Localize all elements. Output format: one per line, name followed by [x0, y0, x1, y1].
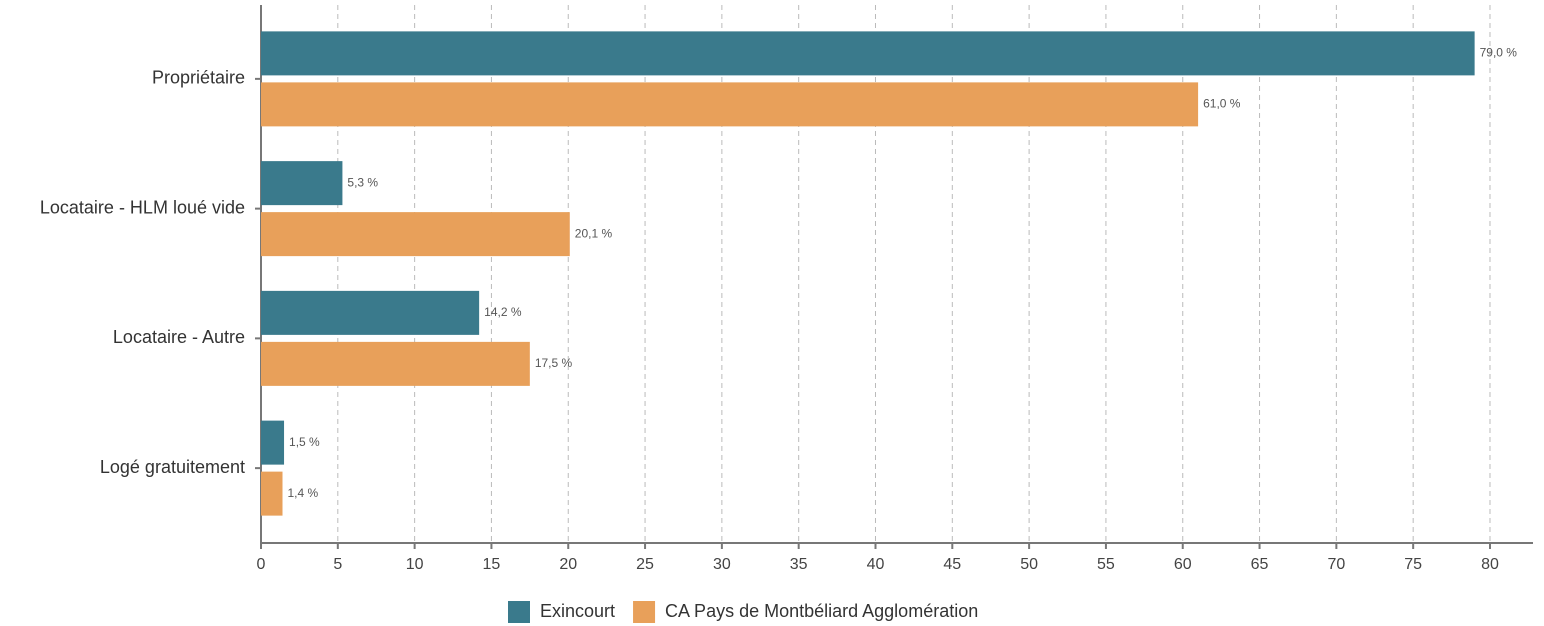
legend-swatch — [633, 601, 656, 623]
x-tick-label: 80 — [1481, 556, 1499, 573]
bar — [261, 82, 1199, 127]
x-tick-label: 70 — [1327, 556, 1345, 573]
x-tick-label: 50 — [1020, 556, 1038, 573]
bar — [261, 341, 530, 386]
bar — [261, 212, 570, 257]
x-tick-label: 45 — [943, 556, 961, 573]
value-label: 61,0 % — [1203, 97, 1241, 111]
x-tick-label: 35 — [790, 556, 808, 573]
legend-swatch — [508, 601, 530, 623]
x-tick-label: 75 — [1404, 556, 1422, 573]
value-label: 1,5 % — [289, 435, 320, 449]
bar — [261, 290, 480, 335]
x-tick-label: 60 — [1174, 556, 1192, 573]
value-label: 1,4 % — [288, 486, 319, 500]
x-tick-label: 30 — [713, 556, 731, 573]
bar — [261, 420, 285, 465]
y-tick-label: Locataire - HLM loué vide — [40, 197, 245, 217]
bar — [261, 161, 343, 206]
x-tick-label: 40 — [867, 556, 885, 573]
x-tick-label: 5 — [333, 556, 342, 573]
x-tick-label: 0 — [257, 556, 266, 573]
value-label: 20,1 % — [575, 226, 613, 240]
x-tick-label: 65 — [1251, 556, 1269, 573]
x-tick-label: 20 — [559, 556, 577, 573]
legend-label: Exincourt — [540, 601, 615, 621]
bar — [261, 31, 1475, 76]
y-tick-label: Logé gratuitement — [100, 457, 245, 477]
legend-label: CA Pays de Montbéliard Agglomération — [665, 601, 978, 621]
value-label: 17,5 % — [535, 356, 573, 370]
value-label: 14,2 % — [484, 305, 522, 319]
y-tick-label: Propriétaire — [152, 68, 245, 88]
x-tick-label: 15 — [483, 556, 501, 573]
x-tick-label: 55 — [1097, 556, 1115, 573]
value-label: 79,0 % — [1480, 46, 1518, 60]
x-tick-label: 10 — [406, 556, 424, 573]
value-label: 5,3 % — [347, 175, 378, 189]
y-tick-label: Locataire - Autre — [113, 327, 245, 347]
x-tick-label: 25 — [636, 556, 654, 573]
bar — [261, 471, 283, 516]
